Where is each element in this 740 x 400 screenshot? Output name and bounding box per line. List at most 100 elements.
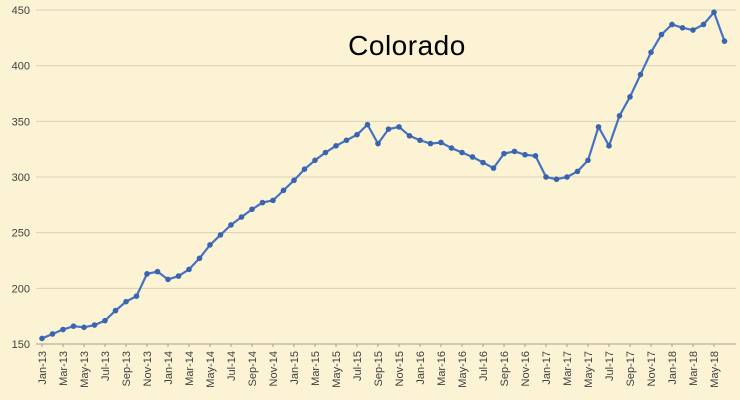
y-axis-label: 450 <box>12 5 30 17</box>
data-point-marker <box>427 140 434 147</box>
data-point-marker <box>553 176 560 183</box>
x-axis-label: Sep-13 <box>121 351 133 386</box>
y-axis-label: 150 <box>12 339 30 351</box>
x-axis-label: Jan-13 <box>37 351 49 385</box>
x-axis-label: Nov-13 <box>142 351 154 386</box>
x-axis-label: Sep-16 <box>499 351 511 386</box>
data-point-marker <box>81 324 87 331</box>
data-point-marker <box>322 149 329 156</box>
data-point-marker <box>291 177 297 184</box>
x-axis-label: Jul-15 <box>352 351 364 381</box>
data-point-marker <box>60 326 66 333</box>
data-point-marker <box>522 151 528 158</box>
x-axis-label: Jul-14 <box>226 351 238 381</box>
data-point-marker <box>501 150 507 157</box>
data-point-marker <box>480 159 486 166</box>
x-axis-label: Nov-16 <box>520 351 532 386</box>
data-point-marker <box>333 143 339 149</box>
data-point-marker <box>133 293 140 299</box>
x-axis-label: Mar-17 <box>562 351 574 386</box>
data-point-marker <box>679 25 686 31</box>
data-point-marker <box>721 38 728 44</box>
data-point-marker <box>543 174 549 180</box>
x-axis-label: Sep-15 <box>373 351 385 386</box>
x-axis-label: Sep-14 <box>247 351 259 386</box>
data-point-marker <box>595 124 602 130</box>
data-point-marker <box>154 268 161 275</box>
data-point-marker <box>49 331 56 337</box>
x-axis-label: Sep-17 <box>625 351 637 386</box>
y-axis-label: 350 <box>12 116 30 128</box>
data-point-marker <box>123 298 129 305</box>
x-axis-label: Jan-14 <box>163 351 175 385</box>
data-point-marker <box>627 94 633 100</box>
data-point-marker <box>91 322 98 328</box>
x-axis-label: Mar-14 <box>184 351 196 386</box>
data-point-marker <box>196 255 203 262</box>
data-point-marker <box>165 276 171 283</box>
x-axis-label: Nov-14 <box>268 351 280 386</box>
data-point-marker <box>532 153 539 159</box>
data-point-marker <box>417 137 423 144</box>
x-axis-label: Mar-18 <box>688 351 700 386</box>
y-axis-label: 300 <box>12 172 30 184</box>
y-axis-label: 250 <box>12 228 30 240</box>
x-axis-label: Jan-17 <box>541 351 553 385</box>
data-point-marker <box>144 271 150 277</box>
x-axis-label: Jul-16 <box>478 351 490 381</box>
data-point-marker <box>375 140 381 147</box>
data-point-marker <box>364 121 371 128</box>
data-point-marker <box>175 273 182 279</box>
data-point-marker <box>70 323 77 329</box>
x-axis-label: Jan-16 <box>415 351 427 385</box>
data-point-marker <box>259 199 266 206</box>
x-axis-label: Jul-17 <box>604 351 616 381</box>
data-point-marker <box>574 168 581 175</box>
data-point-marker <box>270 197 276 204</box>
data-point-marker <box>459 149 465 156</box>
data-point-marker <box>469 154 476 160</box>
y-axis-label: 400 <box>12 61 30 73</box>
data-point-marker <box>637 71 644 78</box>
x-axis-label: Jul-13 <box>100 351 112 381</box>
x-axis-label: May-13 <box>79 351 91 388</box>
data-point-marker <box>186 266 192 273</box>
data-point-marker <box>249 206 255 213</box>
data-point-marker <box>616 112 623 119</box>
x-axis-label: Jan-18 <box>667 351 679 385</box>
data-point-marker <box>112 307 119 314</box>
data-point-marker <box>564 174 570 180</box>
data-point-marker <box>511 148 518 155</box>
series-line <box>40 11 726 340</box>
data-point-marker <box>396 124 402 130</box>
data-point-marker <box>406 133 413 139</box>
x-axis-label: May-17 <box>583 351 595 388</box>
data-point-marker <box>301 166 308 173</box>
data-point-marker <box>648 49 654 56</box>
x-axis-label: May-18 <box>709 351 721 388</box>
data-point-marker <box>217 232 224 238</box>
data-point-marker <box>658 31 665 38</box>
data-point-marker <box>207 242 213 248</box>
data-point-marker <box>102 317 108 324</box>
data-point-marker <box>354 131 360 138</box>
data-point-marker <box>490 165 497 171</box>
data-point-marker <box>385 126 392 132</box>
data-point-marker <box>39 335 45 342</box>
x-axis-label: May-16 <box>457 351 469 388</box>
x-axis-label: Mar-13 <box>58 351 70 386</box>
y-axis-label: 200 <box>12 283 30 295</box>
x-axis-label: May-15 <box>331 351 343 388</box>
data-point-marker <box>438 139 444 146</box>
data-point-marker <box>280 187 287 194</box>
data-point-marker <box>669 21 675 28</box>
data-point-marker <box>711 9 717 16</box>
data-point-marker <box>606 143 612 149</box>
data-point-marker <box>238 214 245 220</box>
data-point-marker <box>700 21 707 28</box>
data-point-marker <box>312 157 318 164</box>
x-axis-label: May-14 <box>205 351 217 388</box>
data-point-marker <box>585 157 591 164</box>
